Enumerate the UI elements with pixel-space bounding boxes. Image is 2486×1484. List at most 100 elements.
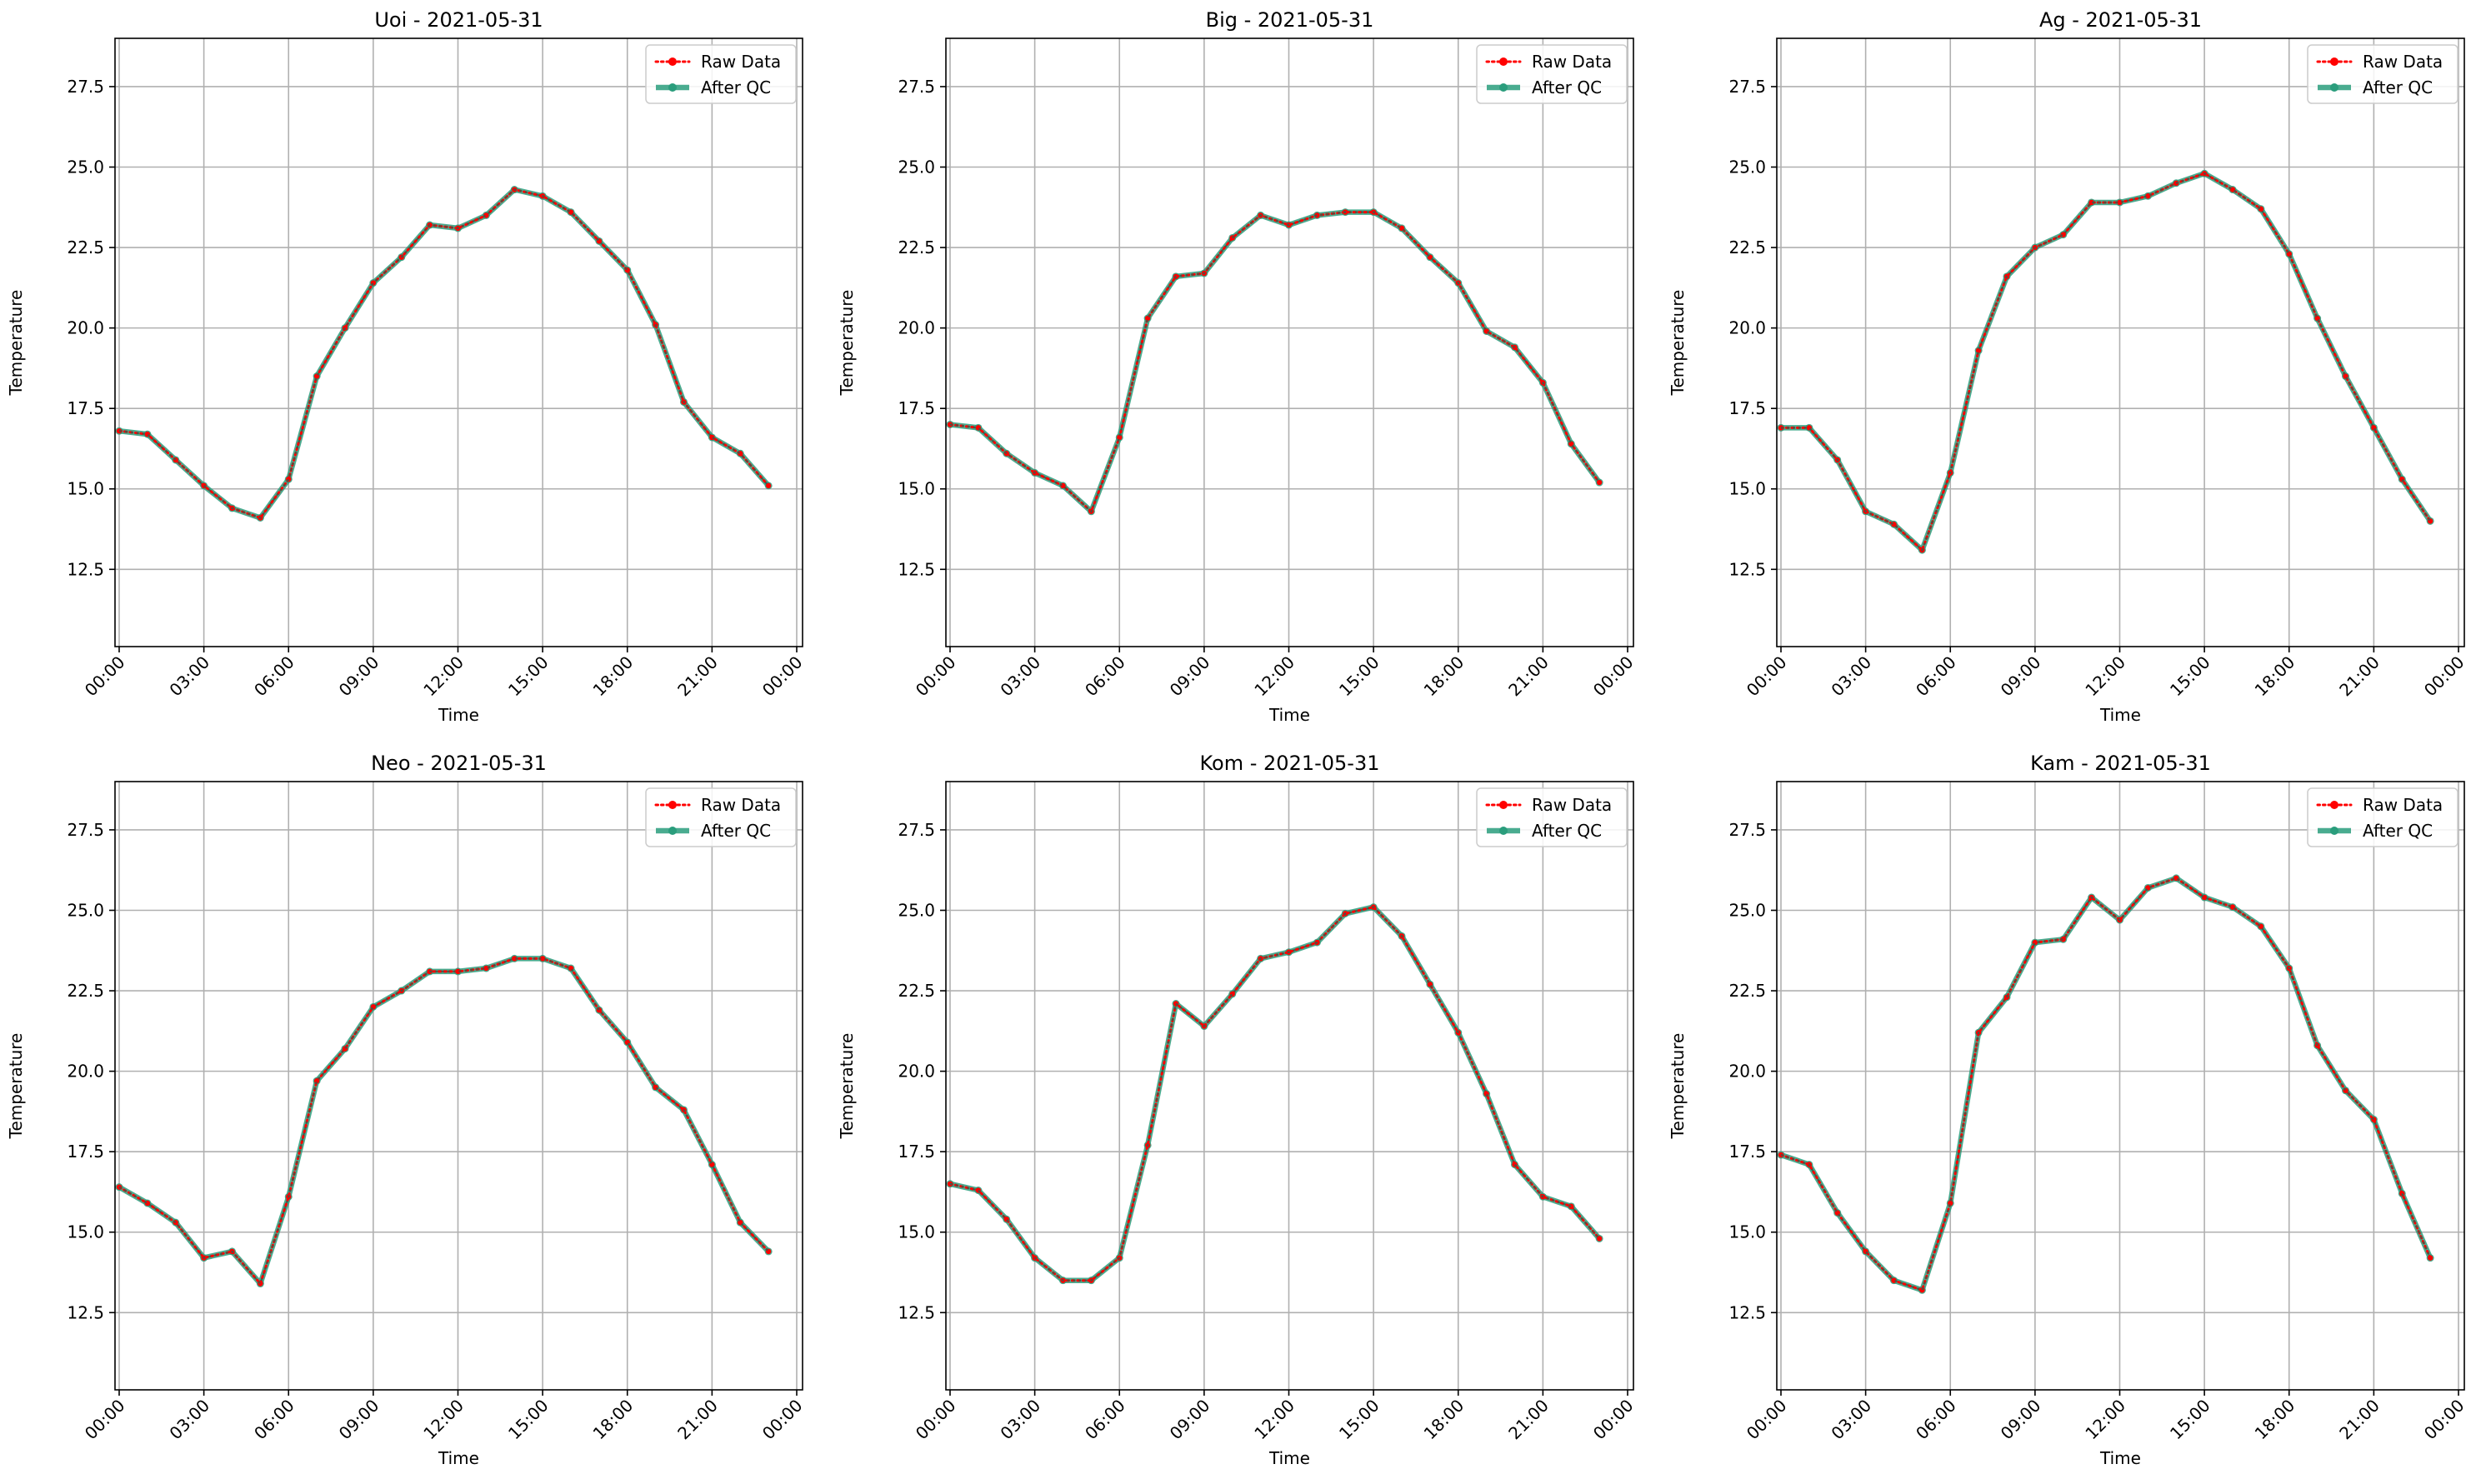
x-tick-label: 03:00 <box>1827 652 1875 701</box>
chart-panel: 12.5 15.0 17.5 20.0 22.5 25.0 27.5 00:00 03:00 06… <box>1668 8 2468 725</box>
legend-label: After QC <box>701 77 771 97</box>
axes-frame <box>114 37 803 647</box>
x-tick-label: 18:00 <box>589 652 638 701</box>
x-tick-label: 12:00 <box>1250 652 1298 701</box>
data-point-raw-data <box>947 422 953 427</box>
chart-panel: 12.5 15.0 17.5 20.0 22.5 25.0 27.5 00:00 03:00 06… <box>837 8 1638 725</box>
x-tick-label: 15:00 <box>504 652 553 701</box>
data-point-raw-data <box>512 956 518 962</box>
series-line-raw-data <box>118 957 770 1287</box>
chart-panel: 12.5 15.0 17.5 20.0 22.5 25.0 27.5 00:00 03:00 06… <box>6 8 807 725</box>
axes-frame <box>1776 781 2465 1391</box>
x-tick-label: 03:00 <box>165 652 213 701</box>
legend: Raw Data After QC <box>645 44 797 104</box>
x-tick-label: 00:00 <box>2420 652 2468 701</box>
legend-marker-after-qc <box>1499 83 1508 92</box>
x-tick-label: 09:00 <box>335 1396 383 1444</box>
x-tick-label: 00:00 <box>1743 1396 1791 1444</box>
series-overlap-line <box>1780 877 2432 1292</box>
y-tick-label: 22.5 <box>898 237 935 257</box>
legend: Raw Data After QC <box>645 787 797 847</box>
y-tick-label: 25.0 <box>898 900 935 920</box>
x-tick-label: 00:00 <box>81 652 129 701</box>
data-point-raw-data <box>1512 1162 1518 1167</box>
x-tick-label: 00:00 <box>912 652 960 701</box>
x-tick-label: 09:00 <box>335 652 383 701</box>
x-tick-label: 18:00 <box>589 1396 638 1444</box>
x-tick-label: 06:00 <box>1081 652 1129 701</box>
x-tick-label: 09:00 <box>1997 652 2045 701</box>
x-tick-label: 00:00 <box>758 652 807 701</box>
y-tick-label: 25.0 <box>67 900 104 920</box>
x-axis-label: Time <box>438 1448 479 1468</box>
data-point-raw-data <box>173 1219 178 1226</box>
y-tick-label: 22.5 <box>1728 237 1766 257</box>
y-tick-label: 22.5 <box>67 981 104 1001</box>
axes-frame <box>945 37 1634 647</box>
x-tick-label: 18:00 <box>2251 652 2299 701</box>
series-overlap-line <box>118 188 770 519</box>
series-line-after-qc <box>949 209 1602 515</box>
legend-label: After QC <box>2363 821 2433 841</box>
legend-label: Raw Data <box>2363 52 2443 72</box>
x-tick-label: 09:00 <box>1997 1396 2045 1444</box>
x-tick-label: 00:00 <box>1589 652 1638 701</box>
chart-panel: 12.5 15.0 17.5 20.0 22.5 25.0 27.5 00:00 03:00 06… <box>837 752 1638 1468</box>
y-tick-label: 17.5 <box>67 398 104 418</box>
y-tick-label: 15.0 <box>1728 1222 1766 1242</box>
legend: Raw Data After QC <box>2307 44 2458 104</box>
data-point-raw-data <box>1596 479 1603 486</box>
data-point-raw-data <box>2060 937 2066 942</box>
legend-label: Raw Data <box>1532 52 1612 72</box>
data-point-raw-data <box>2088 199 2094 206</box>
y-axis-label: Temperature <box>837 290 857 397</box>
x-tick-label: 21:00 <box>673 652 722 701</box>
y-tick-label: 22.5 <box>67 237 104 257</box>
x-tick-label: 21:00 <box>2335 1396 2383 1444</box>
y-tick-label: 12.5 <box>67 1302 104 1322</box>
x-tick-label: 15:00 <box>504 1396 553 1444</box>
x-tick-label: 03:00 <box>165 1396 213 1444</box>
x-tick-label: 00:00 <box>1589 1396 1638 1444</box>
x-tick-label: 15:00 <box>1335 1396 1383 1444</box>
x-axis-label: Time <box>1268 705 1310 725</box>
x-tick-label: 12:00 <box>1250 1396 1298 1444</box>
y-tick-label: 17.5 <box>67 1142 104 1162</box>
x-tick-label: 03:00 <box>996 652 1044 701</box>
series-line-after-qc <box>118 956 771 1287</box>
y-tick-label: 25.0 <box>1728 900 1766 920</box>
y-tick-label: 27.5 <box>1728 77 1766 97</box>
x-tick-label: 12:00 <box>2081 652 2129 701</box>
x-tick-label: 12:00 <box>2081 1396 2129 1444</box>
x-tick-label: 03:00 <box>996 1396 1044 1444</box>
legend-marker-after-qc <box>668 827 677 835</box>
chart-title: Neo - 2021-05-31 <box>371 752 547 775</box>
x-tick-label: 15:00 <box>2166 652 2214 701</box>
legend-marker-raw-data <box>2330 801 2338 809</box>
chart-title: Kom - 2021-05-31 <box>1200 752 1380 775</box>
x-tick-label: 06:00 <box>250 1396 298 1444</box>
y-tick-label: 27.5 <box>1728 820 1766 840</box>
legend-marker-raw-data <box>1499 57 1508 66</box>
x-axis-label: Time <box>1268 1448 1310 1468</box>
x-tick-label: 00:00 <box>81 1396 129 1444</box>
axes-frame <box>945 781 1634 1391</box>
y-tick-label: 22.5 <box>1728 981 1766 1001</box>
y-tick-label: 12.5 <box>1728 559 1766 579</box>
x-tick-label: 15:00 <box>2166 1396 2214 1444</box>
x-tick-label: 21:00 <box>673 1396 722 1444</box>
y-tick-label: 12.5 <box>67 559 104 579</box>
y-tick-label: 17.5 <box>898 1142 935 1162</box>
x-tick-label: 09:00 <box>1166 1396 1214 1444</box>
series-line-raw-data <box>1779 877 2432 1292</box>
data-point-raw-data <box>455 968 461 975</box>
y-tick-label: 27.5 <box>898 820 935 840</box>
y-tick-label: 20.0 <box>898 1062 935 1082</box>
y-tick-label: 22.5 <box>898 981 935 1001</box>
data-point-raw-data <box>765 482 772 489</box>
data-point-raw-data <box>1173 1001 1179 1007</box>
y-axis-label: Temperature <box>6 1033 26 1140</box>
y-tick-label: 27.5 <box>898 77 935 97</box>
x-tick-label: 21:00 <box>1504 652 1553 701</box>
